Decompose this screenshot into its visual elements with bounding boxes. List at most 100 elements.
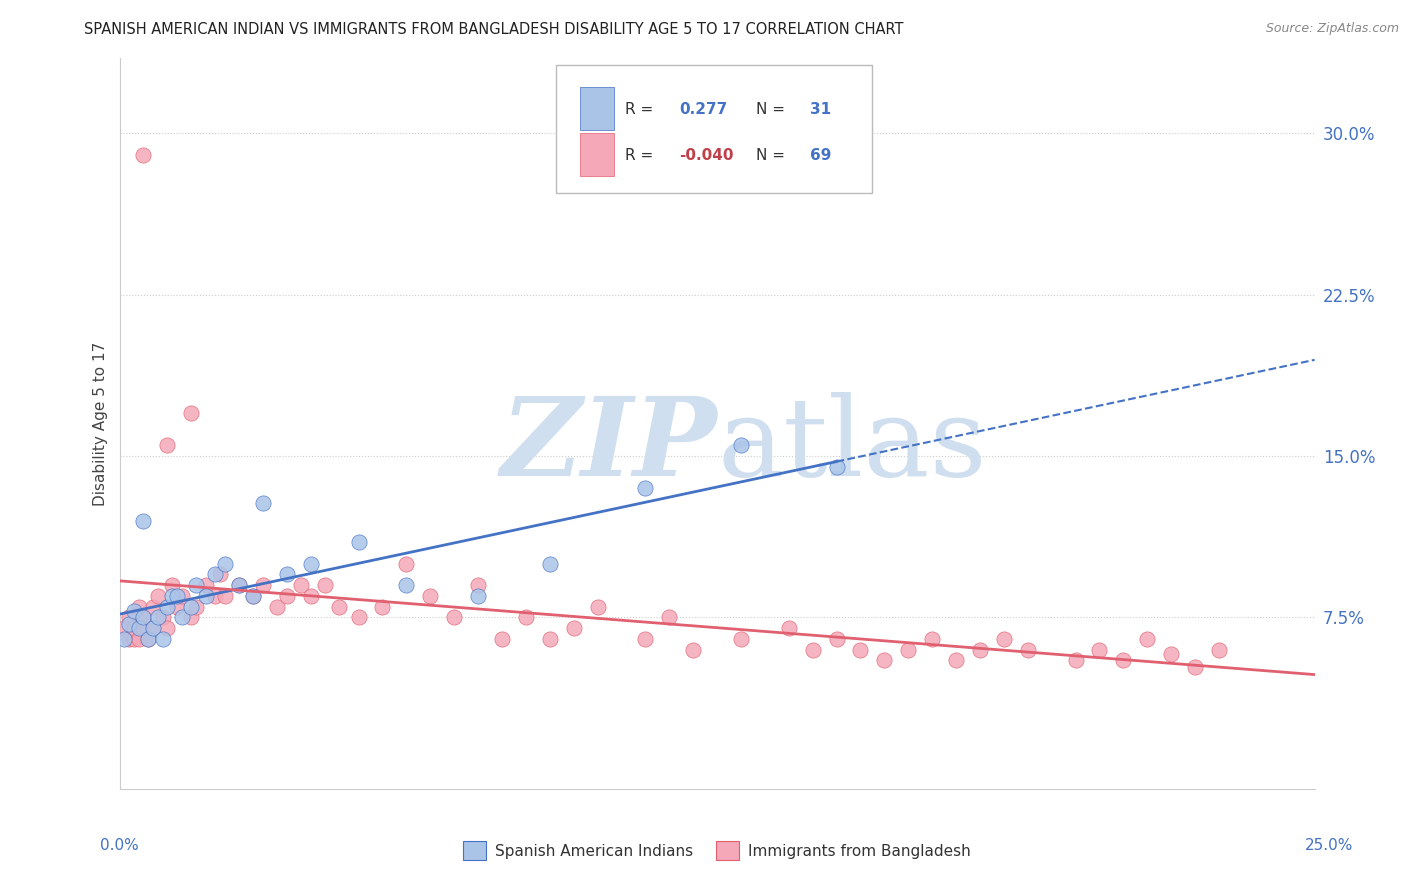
Text: 0.277: 0.277 — [679, 102, 727, 117]
Point — [180, 610, 202, 624]
Point — [1208, 642, 1230, 657]
Point — [132, 610, 155, 624]
Text: N =: N = — [756, 102, 790, 117]
Point — [993, 632, 1015, 646]
Point — [849, 642, 872, 657]
Point — [136, 632, 159, 646]
Point — [419, 589, 441, 603]
Point — [122, 604, 145, 618]
Point — [118, 632, 141, 646]
Point — [252, 496, 274, 510]
Point — [825, 632, 848, 646]
Point — [1112, 653, 1135, 667]
Text: 0.0%: 0.0% — [100, 838, 139, 853]
Point — [122, 632, 145, 646]
Point — [443, 610, 465, 624]
Text: -0.040: -0.040 — [679, 148, 734, 162]
Text: N =: N = — [756, 148, 790, 162]
Point — [194, 578, 217, 592]
Point — [128, 599, 150, 614]
FancyBboxPatch shape — [579, 133, 614, 177]
Point — [801, 642, 824, 657]
Point — [122, 621, 145, 635]
Point — [328, 599, 350, 614]
Point — [142, 621, 165, 635]
Point — [945, 653, 967, 667]
Point — [146, 589, 169, 603]
Point — [112, 632, 135, 646]
Point — [299, 557, 322, 571]
Point — [112, 621, 135, 635]
Text: R =: R = — [626, 148, 658, 162]
Point — [214, 557, 236, 571]
Point — [170, 589, 193, 603]
Point — [1136, 632, 1159, 646]
Point — [730, 632, 752, 646]
Point — [194, 589, 217, 603]
Point — [252, 578, 274, 592]
Text: SPANISH AMERICAN INDIAN VS IMMIGRANTS FROM BANGLADESH DISABILITY AGE 5 TO 17 COR: SPANISH AMERICAN INDIAN VS IMMIGRANTS FR… — [84, 22, 904, 37]
Point — [467, 578, 489, 592]
Point — [132, 148, 155, 162]
Point — [132, 610, 155, 624]
Point — [290, 578, 312, 592]
Point — [170, 610, 193, 624]
Point — [132, 514, 155, 528]
Point — [586, 599, 609, 614]
FancyBboxPatch shape — [579, 87, 614, 130]
Text: ZIP: ZIP — [501, 392, 717, 500]
Point — [395, 578, 418, 592]
Point — [299, 589, 322, 603]
Point — [242, 589, 264, 603]
Point — [276, 589, 298, 603]
Legend: Spanish American Indians, Immigrants from Bangladesh: Spanish American Indians, Immigrants fro… — [457, 835, 977, 866]
Point — [128, 632, 150, 646]
Point — [897, 642, 920, 657]
Text: 31: 31 — [810, 102, 831, 117]
Point — [152, 632, 174, 646]
Point — [152, 610, 174, 624]
Point — [347, 610, 370, 624]
Point — [208, 567, 231, 582]
Point — [266, 599, 288, 614]
Point — [156, 599, 179, 614]
Point — [658, 610, 681, 624]
Point — [156, 438, 179, 452]
Y-axis label: Disability Age 5 to 17: Disability Age 5 to 17 — [93, 342, 108, 506]
Point — [1160, 647, 1182, 661]
Point — [491, 632, 513, 646]
Point — [242, 589, 264, 603]
Point — [180, 406, 202, 420]
Point — [228, 578, 250, 592]
Point — [825, 459, 848, 474]
Point — [166, 589, 188, 603]
Point — [118, 610, 141, 624]
Point — [160, 578, 183, 592]
Text: 69: 69 — [810, 148, 832, 162]
Point — [204, 567, 226, 582]
FancyBboxPatch shape — [555, 65, 873, 194]
Point — [204, 589, 226, 603]
Point — [778, 621, 800, 635]
Point — [314, 578, 336, 592]
Point — [136, 632, 159, 646]
Point — [634, 481, 657, 495]
Point — [184, 599, 207, 614]
Point — [682, 642, 704, 657]
Text: R =: R = — [626, 102, 658, 117]
Point — [562, 621, 585, 635]
Point — [276, 567, 298, 582]
Point — [1184, 660, 1206, 674]
Text: 25.0%: 25.0% — [1305, 838, 1353, 853]
Point — [395, 557, 418, 571]
Point — [1088, 642, 1111, 657]
Point — [142, 621, 165, 635]
Point — [132, 621, 155, 635]
Point — [730, 438, 752, 452]
Point — [156, 621, 179, 635]
Point — [146, 610, 169, 624]
Point — [873, 653, 896, 667]
Point — [184, 578, 207, 592]
Point — [228, 578, 250, 592]
Point — [538, 632, 561, 646]
